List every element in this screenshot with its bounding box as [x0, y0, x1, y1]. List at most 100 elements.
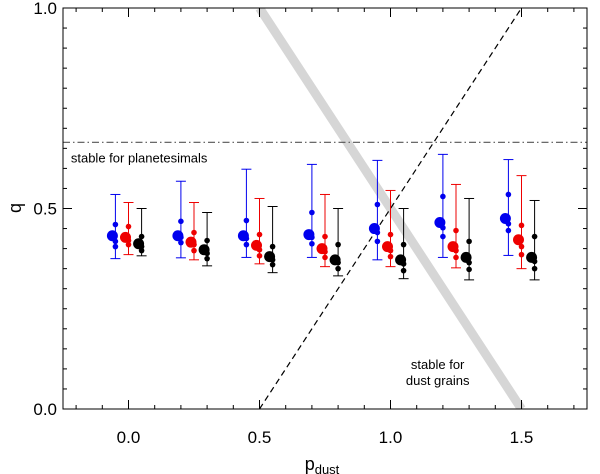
inner-dot-blue-5-2: [440, 193, 446, 200]
marker-blue-6: [499, 213, 511, 225]
point-group-red-4: [382, 189, 396, 268]
inner-dot-blue-0-2: [112, 221, 119, 228]
inner-dot-black-1-0: [204, 255, 210, 262]
point-group-red-2: [251, 197, 265, 265]
marker-red-4: [382, 241, 393, 253]
annotation-stable-planetesimals-line-0: stable for planetesimals: [71, 150, 208, 165]
marker-red-3: [316, 243, 328, 255]
inner-dot-blue-5-0: [440, 233, 446, 240]
point-group-black-6: [526, 199, 540, 281]
inner-dot-black-2-2: [269, 243, 276, 250]
annotation-stable-dust: stable for dust grains: [406, 357, 470, 388]
inner-dot-black-2-0: [269, 261, 276, 268]
marker-blue-1: [172, 230, 184, 242]
marker-blue-3: [303, 229, 315, 241]
inner-dot-blue-2-0: [243, 241, 250, 248]
inner-dot-black-1-2: [204, 237, 210, 244]
marker-blue-0: [106, 230, 118, 242]
annotation-stable-dust-line-1: dust grains: [406, 373, 470, 388]
marker-black-5: [460, 251, 472, 263]
annotation-stable-planetesimals: stable for planetesimals: [71, 150, 208, 165]
point-group-black-0: [133, 208, 147, 257]
point-group-red-3: [316, 193, 330, 268]
inner-dot-black-6-2: [531, 233, 538, 240]
marker-black-2: [264, 251, 276, 263]
inner-dot-red-2-2: [256, 231, 263, 238]
inner-dot-red-0-0: [125, 241, 132, 248]
inner-dot-blue-0-0: [112, 243, 119, 250]
point-group-black-4: [395, 208, 409, 280]
marker-black-6: [526, 251, 538, 263]
inner-dot-red-6-2: [518, 222, 525, 229]
x-axis-label-main: p: [305, 454, 315, 474]
point-group-red-1: [185, 201, 199, 261]
inner-dot-red-6-1: [518, 243, 525, 250]
point-group-red-5: [447, 183, 461, 269]
inner-dot-red-1-2: [191, 229, 197, 236]
annotation-stable-dust-line-0: stable for: [411, 357, 465, 372]
inner-dot-red-4-2: [387, 231, 394, 238]
series-blue: [106, 153, 514, 261]
marker-red-5: [447, 241, 459, 253]
inner-dot-blue-6-0: [505, 227, 512, 234]
inner-dot-black-5-2: [466, 238, 472, 245]
marker-red-0: [120, 231, 131, 243]
inner-dot-red-6-0: [518, 251, 525, 258]
point-group-blue-5: [434, 153, 448, 258]
inner-dot-black-3-2: [335, 241, 341, 248]
inner-dot-black-3-0: [335, 265, 341, 272]
inner-dot-black-0-2: [138, 233, 145, 240]
point-group-black-5: [460, 197, 475, 281]
inner-dot-black-5-0: [466, 266, 472, 273]
point-group-red-0: [120, 201, 134, 256]
data-series: [106, 153, 540, 281]
y-axis-label: q: [5, 203, 25, 213]
x-tick-label: 0.0: [117, 428, 141, 447]
point-group-blue-2: [237, 168, 252, 258]
y-tick-label: 0.0: [33, 400, 57, 419]
point-group-blue-3: [303, 163, 317, 258]
inner-dot-red-3-0: [322, 254, 328, 261]
marker-blue-5: [434, 217, 446, 229]
inner-dot-blue-2-2: [243, 217, 250, 224]
marker-black-4: [395, 254, 407, 266]
x-tick-label: 1.0: [379, 428, 403, 447]
point-group-blue-4: [368, 159, 383, 261]
marker-red-2: [251, 239, 262, 251]
point-group-blue-6: [499, 159, 514, 256]
x-axis-label-subscript: dust: [315, 462, 340, 474]
inner-dot-black-6-0: [531, 265, 538, 272]
marker-black-1: [198, 244, 210, 256]
point-group-blue-0: [106, 193, 121, 260]
y-tick-label: 0.5: [33, 200, 57, 219]
annotations: stable for planetesimals stable for dust g…: [71, 150, 470, 388]
point-group-black-3: [329, 208, 344, 277]
series-black: [133, 197, 540, 281]
marker-black-3: [329, 254, 341, 266]
marker-blue-2: [237, 230, 249, 242]
axes: 0.0 0.5 1.0 1.5 0.0 0.5 1.0: [33, 0, 588, 447]
x-axis-label: pdust: [305, 454, 340, 474]
marker-blue-4: [368, 223, 380, 235]
inner-dot-blue-4-0: [374, 238, 381, 245]
inner-dot-blue-3-2: [309, 209, 315, 216]
inner-dot-blue-1-2: [178, 218, 184, 225]
series-red: [120, 175, 527, 270]
marker-red-6: [513, 234, 524, 246]
point-group-red-6: [513, 175, 527, 270]
inner-dot-red-5-0: [453, 254, 459, 261]
inner-dot-black-4-0: [400, 267, 407, 274]
inner-dot-blue-4-2: [374, 201, 381, 208]
marker-black-0: [133, 238, 145, 250]
inner-dot-red-1-0: [191, 247, 197, 254]
point-group-black-2: [264, 205, 278, 274]
inner-dot-red-4-0: [387, 253, 394, 260]
inner-dot-blue-1-0: [178, 239, 184, 246]
point-group-blue-1: [172, 180, 186, 259]
x-tick-label: 0.5: [248, 428, 272, 447]
inner-dot-red-3-2: [322, 233, 328, 240]
inner-dot-black-0-0: [138, 247, 145, 254]
inner-dot-black-4-2: [400, 241, 407, 248]
